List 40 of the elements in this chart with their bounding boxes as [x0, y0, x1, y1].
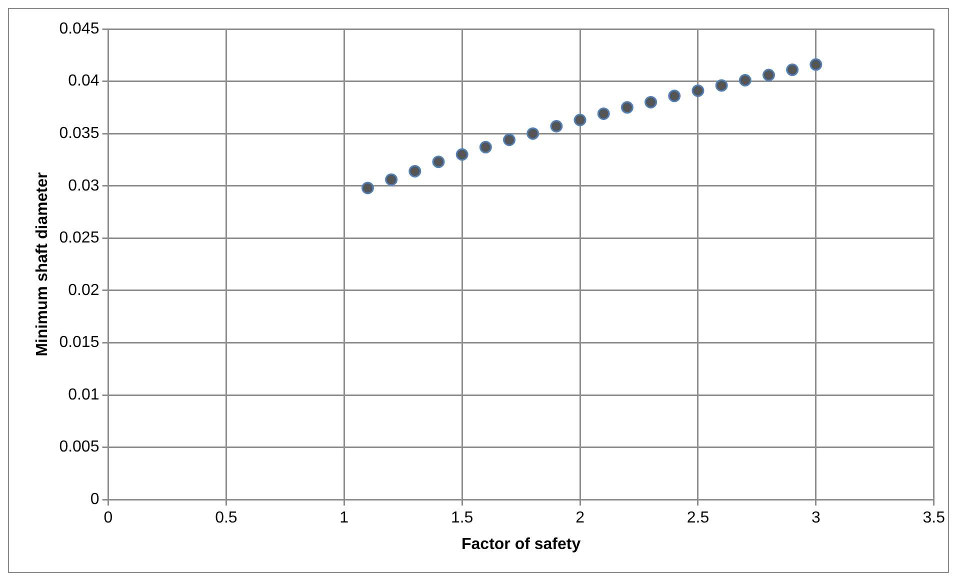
x-tick-label: 1.5 [450, 510, 474, 527]
x-tick-label: 3 [811, 510, 820, 527]
x-tick-label: 1 [340, 510, 349, 527]
point [692, 84, 704, 97]
x-tick-label: 0.5 [215, 510, 238, 527]
point [620, 101, 634, 114]
y-tick-label: 0 [90, 491, 100, 508]
point [385, 173, 398, 186]
x-axis-title: Factor of safety [461, 536, 581, 553]
point [408, 164, 422, 178]
point [738, 74, 752, 86]
point [786, 64, 799, 76]
y-tick-label: 0.005 [59, 438, 100, 456]
point [644, 96, 658, 108]
y-tick-label: 0.015 [59, 334, 100, 352]
point [668, 90, 681, 102]
point [715, 79, 728, 92]
x-tick-label: 0 [104, 510, 113, 527]
point [526, 127, 540, 140]
point [479, 140, 492, 154]
y-tick-label: 0.01 [68, 386, 100, 404]
point [456, 148, 468, 161]
y-axis-title: Minimum shaft diameter [34, 172, 52, 356]
point [503, 134, 516, 146]
x-tick-label: 2 [576, 510, 585, 527]
point [432, 156, 445, 168]
point [550, 120, 563, 133]
point [597, 107, 610, 120]
point [574, 114, 586, 126]
y-tick-label: 0.045 [59, 20, 100, 38]
point [361, 182, 374, 194]
y-tick-label: 0.035 [59, 124, 100, 142]
y-tick-label: 0.03 [68, 177, 100, 194]
x-tick-label: 2.5 [686, 510, 710, 527]
y-tick-label: 0.02 [68, 282, 100, 299]
x-tick-label: 3.5 [922, 510, 946, 527]
y-tick-label: 0.025 [59, 230, 100, 247]
point [810, 58, 822, 71]
point [762, 68, 775, 82]
y-tick-label: 0.04 [68, 72, 100, 90]
